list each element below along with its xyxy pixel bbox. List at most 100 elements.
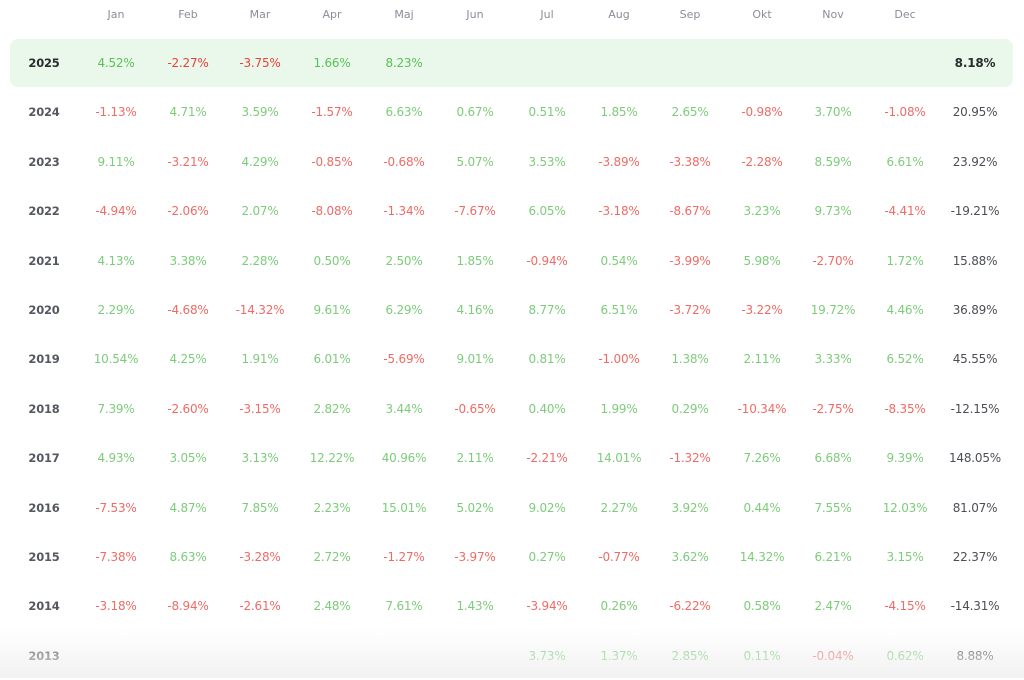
monthly-return-cell: -1.27%: [383, 550, 425, 564]
monthly-return-cell: -3.18%: [598, 204, 640, 219]
monthly-return-cell: 3.53%: [528, 154, 566, 169]
monthly-return-cell: 1.37%: [600, 648, 638, 663]
monthly-return-cell: -8.67%: [669, 204, 711, 219]
monthly-return-cell: 4.13%: [97, 253, 135, 268]
monthly-return-cell: 0.62%: [886, 648, 924, 663]
monthly-return-cell: 0.29%: [671, 401, 709, 416]
monthly-return-cell: 2.72%: [313, 550, 351, 564]
column-header-apr: Apr: [322, 8, 342, 21]
monthly-return-cell: 3.92%: [671, 500, 709, 515]
monthly-return-cell: 3.38%: [169, 253, 207, 268]
monthly-return-cell: -3.38%: [669, 154, 711, 169]
monthly-return-cell: 1.72%: [886, 253, 924, 268]
monthly-return-cell: -0.65%: [454, 401, 496, 416]
year-label: 2018: [28, 401, 60, 416]
monthly-return-cell: -2.21%: [526, 451, 568, 466]
monthly-return-cell: 9.11%: [97, 154, 135, 169]
yearly-total-cell: 8.88%: [956, 648, 994, 663]
monthly-return-cell: 2.48%: [313, 599, 351, 614]
monthly-return-cell: 1.66%: [313, 56, 351, 70]
monthly-return-cell: 0.11%: [743, 648, 781, 663]
year-label: 2024: [28, 105, 60, 120]
monthly-return-cell: 3.70%: [814, 105, 852, 120]
monthly-return-cell: 8.23%: [385, 56, 423, 70]
column-header-aug: Aug: [608, 8, 630, 21]
monthly-return-cell: -1.34%: [383, 204, 425, 219]
monthly-return-cell: 6.63%: [385, 105, 423, 120]
monthly-return-cell: -1.00%: [598, 352, 640, 367]
column-header-okt: Okt: [752, 8, 772, 21]
monthly-return-cell: 2.47%: [814, 599, 852, 614]
monthly-return-cell: -10.34%: [737, 401, 787, 416]
monthly-return-cell: -0.98%: [741, 105, 783, 120]
monthly-return-cell: 2.65%: [671, 105, 709, 120]
monthly-return-cell: 3.15%: [886, 550, 924, 564]
monthly-return-cell: 7.61%: [385, 599, 423, 614]
monthly-return-cell: 0.50%: [313, 253, 351, 268]
monthly-return-cell: 1.85%: [600, 105, 638, 120]
monthly-return-cell: 12.03%: [882, 500, 928, 515]
column-header-dec: Dec: [894, 8, 916, 21]
yearly-total-cell: 148.05%: [949, 451, 1001, 466]
year-label: 2016: [28, 500, 60, 515]
yearly-total-cell: 81.07%: [952, 500, 998, 515]
monthly-return-cell: -4.68%: [167, 303, 209, 317]
monthly-return-cell: 5.02%: [456, 500, 494, 515]
column-header-feb: Feb: [178, 8, 198, 21]
table-row: 2022 -4.94% -2.06% 2.07% -8.08% -1.34% -7.67% 6…: [10, 187, 1013, 235]
monthly-return-cell: 3.05%: [169, 451, 207, 466]
monthly-return-cell: -0.68%: [383, 154, 425, 169]
monthly-return-cell: 2.23%: [313, 500, 351, 515]
monthly-return-cell: -3.18%: [95, 599, 137, 614]
monthly-return-cell: 6.68%: [814, 451, 852, 466]
monthly-return-cell: -5.69%: [383, 352, 425, 367]
year-label: 2015: [28, 550, 60, 564]
monthly-return-cell: 2.07%: [241, 204, 279, 219]
monthly-return-cell: 6.21%: [814, 550, 852, 564]
monthly-return-cell: -2.28%: [741, 154, 783, 169]
year-label: 2017: [28, 451, 60, 466]
monthly-return-cell: 14.01%: [596, 451, 642, 466]
yearly-total-cell: 15.88%: [952, 253, 998, 268]
year-label: 2025: [28, 56, 60, 70]
monthly-return-cell: -0.85%: [311, 154, 353, 169]
monthly-return-cell: 0.58%: [743, 599, 781, 614]
monthly-return-cell: -7.53%: [95, 500, 137, 515]
monthly-return-cell: -3.72%: [669, 303, 711, 317]
monthly-return-cell: 4.52%: [97, 56, 135, 70]
monthly-return-cell: -7.67%: [454, 204, 496, 219]
monthly-return-cell: -2.60%: [167, 401, 209, 416]
monthly-return-cell: 0.40%: [528, 401, 566, 416]
monthly-return-cell: 4.29%: [241, 154, 279, 169]
monthly-return-cell: -4.15%: [884, 599, 926, 614]
table-row: 2024 -1.13% 4.71% 3.59% -1.57% 6.63% 0.67% 0.51…: [10, 88, 1013, 136]
yearly-total-cell: -14.31%: [950, 599, 1000, 614]
monthly-return-cell: -0.94%: [526, 253, 568, 268]
monthly-return-cell: 1.91%: [241, 352, 279, 367]
monthly-return-cell: 2.29%: [97, 303, 135, 317]
table-row: 2021 4.13% 3.38% 2.28% 0.50% 2.50% 1.85% -0.94%…: [10, 237, 1013, 285]
monthly-return-cell: 1.99%: [600, 401, 638, 416]
monthly-return-cell: 2.82%: [313, 401, 351, 416]
monthly-return-cell: -7.38%: [95, 550, 137, 564]
monthly-return-cell: 1.38%: [671, 352, 709, 367]
monthly-return-cell: -6.22%: [669, 599, 711, 614]
monthly-return-cell: 4.46%: [886, 303, 924, 317]
monthly-return-cell: -1.32%: [669, 451, 711, 466]
yearly-total-cell: 22.37%: [952, 550, 998, 564]
monthly-return-cell: 4.93%: [97, 451, 135, 466]
monthly-return-cell: 3.62%: [671, 550, 709, 564]
monthly-return-cell: 4.71%: [169, 105, 207, 120]
monthly-return-cell: 0.26%: [600, 599, 638, 614]
monthly-return-cell: 6.01%: [313, 352, 351, 367]
monthly-return-cell: 6.05%: [528, 204, 566, 219]
yearly-total-cell: 23.92%: [952, 154, 998, 169]
monthly-return-cell: 2.27%: [600, 500, 638, 515]
monthly-return-cell: -1.13%: [95, 105, 137, 120]
monthly-return-cell: 9.01%: [456, 352, 494, 367]
year-label: 2013: [28, 648, 60, 663]
monthly-return-cell: 8.77%: [528, 303, 566, 317]
monthly-return-cell: 8.59%: [814, 154, 852, 169]
monthly-return-cell: 7.26%: [743, 451, 781, 466]
monthly-return-cell: 10.54%: [93, 352, 139, 367]
